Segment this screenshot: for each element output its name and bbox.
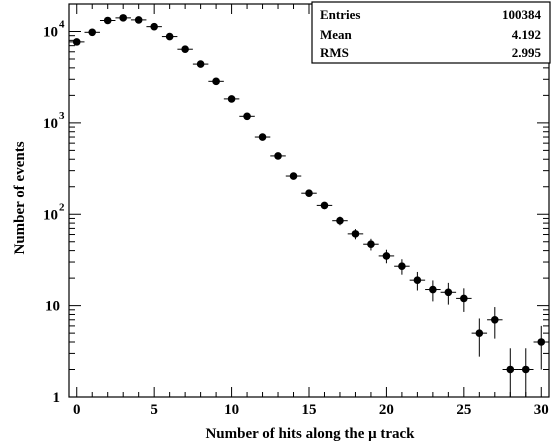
y-tick-label: 1 xyxy=(53,390,61,406)
stats-entries-label: Entries xyxy=(320,7,360,22)
data-point xyxy=(316,201,333,210)
data-point xyxy=(378,249,395,264)
data-point xyxy=(409,271,426,291)
data-marker xyxy=(274,152,282,160)
x-tick-label: 15 xyxy=(302,402,317,418)
data-point xyxy=(394,259,410,275)
data-marker xyxy=(243,112,251,121)
x-tick-label: 10 xyxy=(224,402,239,418)
stats-box-frame xyxy=(311,1,551,64)
data-point xyxy=(270,152,286,160)
data-marker xyxy=(196,60,205,68)
data-marker xyxy=(119,14,127,22)
stats-mean-value: 4.192 xyxy=(512,27,541,42)
data-marker xyxy=(150,22,158,31)
data-marker xyxy=(351,230,360,238)
stats-box: Entries 100384 Mean 4.192 RMS 2.995 xyxy=(311,1,551,64)
data-point xyxy=(146,22,162,31)
data-marker xyxy=(506,365,515,374)
data-point xyxy=(161,32,178,41)
data-point xyxy=(84,28,100,37)
data-marker xyxy=(289,172,298,180)
data-marker xyxy=(460,294,468,303)
data-point xyxy=(533,325,549,370)
data-marker xyxy=(398,262,406,271)
stats-mean-label: Mean xyxy=(320,27,353,42)
stats-entries-value: 100384 xyxy=(502,7,542,22)
data-marker xyxy=(72,38,81,46)
data-point xyxy=(301,189,317,197)
data-points xyxy=(69,14,549,397)
data-point xyxy=(69,38,85,46)
x-axis-title: Number of hits along the μ track xyxy=(205,426,415,442)
data-point xyxy=(285,172,302,180)
data-marker xyxy=(258,133,267,141)
y-tick-label: 10 xyxy=(43,116,58,132)
data-point xyxy=(130,16,147,24)
data-marker xyxy=(491,315,499,324)
data-marker xyxy=(134,16,143,24)
y-tick-label: 10 xyxy=(43,207,58,223)
data-point xyxy=(347,229,364,240)
x-tick-label: 30 xyxy=(534,402,549,418)
data-point xyxy=(177,45,193,54)
stats-rms-label: RMS xyxy=(320,45,349,60)
data-point xyxy=(99,16,116,25)
data-point xyxy=(518,348,534,397)
data-marker xyxy=(88,28,97,37)
y-tick-exponent: 4 xyxy=(59,19,65,31)
data-marker xyxy=(382,252,391,260)
data-point xyxy=(332,216,348,226)
data-point xyxy=(192,60,209,68)
y-tick-label: 10 xyxy=(43,25,58,41)
data-marker xyxy=(212,77,220,86)
data-marker xyxy=(367,240,375,249)
x-tick-label: 20 xyxy=(379,402,394,418)
data-marker xyxy=(336,216,344,225)
stats-rms-value: 2.995 xyxy=(512,45,542,60)
x-tick-label: 0 xyxy=(73,402,81,418)
data-point xyxy=(502,348,519,397)
x-tick-label: 5 xyxy=(150,402,158,418)
data-marker xyxy=(320,201,329,210)
data-point xyxy=(471,318,488,357)
data-point xyxy=(456,288,472,312)
data-marker xyxy=(429,285,437,294)
data-point xyxy=(239,112,255,121)
y-tick-exponent: 2 xyxy=(59,201,65,213)
y-axis-title: Number of events xyxy=(12,141,28,254)
data-point xyxy=(363,238,379,251)
data-point xyxy=(115,14,131,22)
data-marker xyxy=(444,288,453,297)
data-point xyxy=(208,77,224,86)
x-axis-ticks: 0 5 10 15 20 25 30 xyxy=(73,4,549,418)
data-marker xyxy=(475,329,484,337)
data-point xyxy=(440,282,457,305)
data-point xyxy=(425,280,441,302)
x-tick-label: 25 xyxy=(456,402,471,418)
data-point xyxy=(223,95,240,103)
y-tick-exponent: 3 xyxy=(59,110,65,122)
data-point xyxy=(487,307,503,339)
data-marker xyxy=(521,365,530,374)
data-point xyxy=(254,133,271,141)
data-marker xyxy=(165,32,174,41)
data-marker xyxy=(181,45,189,54)
data-marker xyxy=(103,16,112,25)
data-marker xyxy=(537,338,546,346)
data-marker xyxy=(305,189,313,197)
y-tick-label: 10 xyxy=(45,299,60,315)
data-marker xyxy=(227,95,236,103)
data-marker xyxy=(413,276,422,284)
